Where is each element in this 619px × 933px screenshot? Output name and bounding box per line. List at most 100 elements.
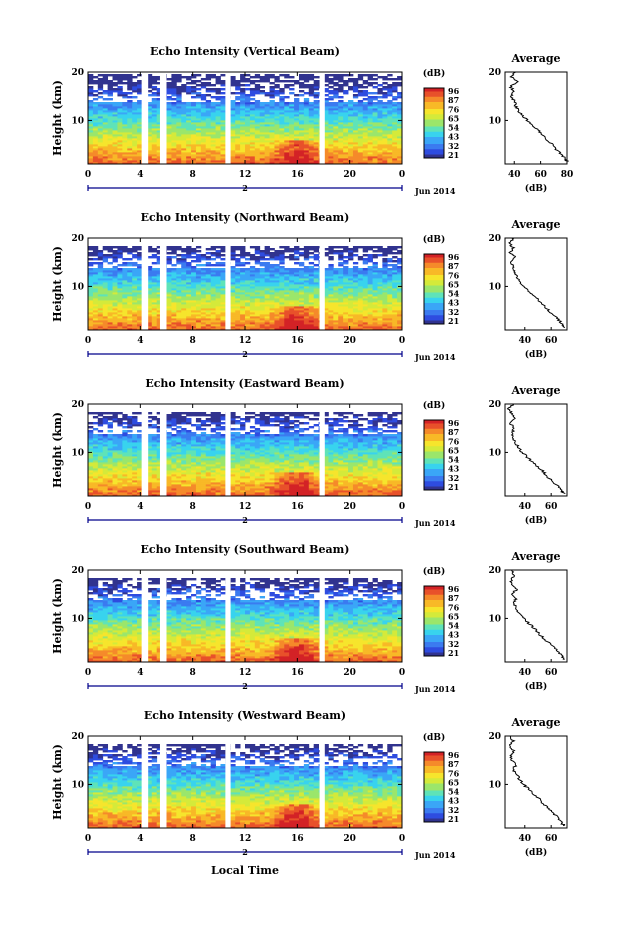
heatmap-cell	[132, 246, 137, 248]
date-marker: 2	[242, 183, 248, 193]
heatmap-cell	[176, 258, 181, 260]
heatmap-cell	[167, 268, 172, 270]
heatmap-cell	[171, 268, 176, 270]
heatmap-cell	[220, 268, 225, 270]
heatmap-cell	[137, 252, 142, 254]
heatmap-cell	[328, 86, 333, 88]
heatmap-cell	[314, 76, 319, 78]
heatmap-cell	[186, 82, 191, 84]
heatmap-cell	[181, 248, 186, 250]
heatmap-cell	[137, 100, 142, 102]
heatmap-cell	[314, 92, 319, 94]
heatmap-cell	[186, 76, 191, 78]
heatmap-cell	[220, 80, 225, 82]
heatmap-cell	[343, 260, 348, 262]
heatmap-cell	[387, 264, 392, 266]
heatmap-cell	[299, 268, 304, 270]
heatmap-cell	[387, 268, 392, 270]
x-tick-label: 16	[291, 170, 304, 180]
heatmap-cell	[220, 254, 225, 256]
heatmap-cell	[284, 84, 289, 86]
heatmap-cell	[103, 98, 108, 100]
heatmap-cell	[113, 266, 118, 268]
avg-y-tick-label: 20	[488, 68, 501, 78]
heatmap-cell	[167, 78, 172, 80]
heatmap-cell	[235, 268, 240, 270]
heatmap-cell	[333, 102, 338, 104]
heatmap-cell	[373, 86, 378, 88]
heatmap-cell	[206, 88, 211, 90]
heatmap-cell	[240, 268, 245, 270]
beam-panel: Echo Intensity (Northward Beam)1020Heigh…	[51, 211, 567, 362]
heatmap-cell	[279, 96, 284, 98]
heatmap-cell	[358, 90, 363, 92]
heatmap-cell	[377, 96, 382, 98]
heatmap-cell	[191, 86, 196, 88]
heatmap-cell	[373, 78, 378, 80]
heatmap-cell	[152, 76, 157, 78]
heatmap-cell	[333, 74, 338, 76]
heatmap-cell	[265, 262, 270, 264]
heatmap-cell	[171, 98, 176, 100]
heatmap-cell	[363, 268, 368, 270]
heatmap-cell	[304, 92, 309, 94]
heatmap-cell	[299, 262, 304, 264]
heatmap-cell	[328, 90, 333, 92]
heatmap-cell	[108, 80, 113, 82]
x-tick-label: 0	[85, 170, 91, 180]
average-profile-line	[510, 72, 568, 162]
heatmap-cell	[260, 102, 265, 104]
heatmap-cell	[309, 262, 314, 264]
heatmap-cell	[255, 84, 260, 86]
heatmap-cell	[382, 82, 387, 84]
heatmap-cell	[289, 92, 294, 94]
heatmap-cell	[127, 74, 132, 76]
heatmap-cell	[127, 268, 132, 270]
heatmap-cell	[363, 258, 368, 260]
heatmap-cell	[88, 252, 93, 254]
y-tick-label: 20	[71, 68, 84, 78]
heatmap-cell	[176, 246, 181, 248]
heatmap-cell	[127, 100, 132, 102]
heatmap-cell	[220, 258, 225, 260]
heatmap-cell	[338, 96, 343, 98]
heatmap-cell	[211, 74, 216, 76]
heatmap-cell	[343, 256, 348, 258]
heatmap-cell	[255, 256, 260, 258]
heatmap-cell	[127, 248, 132, 250]
heatmap-cell	[152, 92, 157, 94]
heatmap-cell	[211, 252, 216, 254]
heatmap-cell	[289, 88, 294, 90]
heatmap-cell	[196, 88, 201, 90]
heatmap-cell	[220, 262, 225, 264]
heatmap-cell	[338, 84, 343, 86]
heatmap-cell	[196, 74, 201, 76]
heatmap-cell	[255, 100, 260, 102]
heatmap-cell	[181, 102, 186, 104]
heatmap-cell	[373, 92, 378, 94]
heatmap-cell	[299, 102, 304, 104]
heatmap-cell	[206, 100, 211, 102]
heatmap-cell	[152, 248, 157, 250]
heatmap-cell	[299, 252, 304, 254]
heatmap-cell	[88, 74, 93, 76]
heatmap-cell	[122, 262, 127, 264]
heatmap-cell	[132, 76, 137, 78]
heatmap-cell	[392, 260, 397, 262]
heatmap-cell	[181, 76, 186, 78]
heatmap-cell	[211, 264, 216, 266]
heatmap-cell	[176, 254, 181, 256]
heatmap-cell	[191, 266, 196, 268]
heatmap-cell	[363, 86, 368, 88]
heatmap-cell	[279, 266, 284, 268]
heatmap-cell	[299, 94, 304, 96]
heatmap-cell	[206, 262, 211, 264]
heatmap-cell	[191, 260, 196, 262]
heatmap-cell	[93, 258, 98, 260]
heatmap-cell	[387, 78, 392, 80]
heatmap-cell	[348, 268, 353, 270]
heatmap-cell	[211, 102, 216, 104]
heatmap-cell	[294, 98, 299, 100]
heatmap-cell	[201, 78, 206, 80]
heatmap-cell	[122, 92, 127, 94]
